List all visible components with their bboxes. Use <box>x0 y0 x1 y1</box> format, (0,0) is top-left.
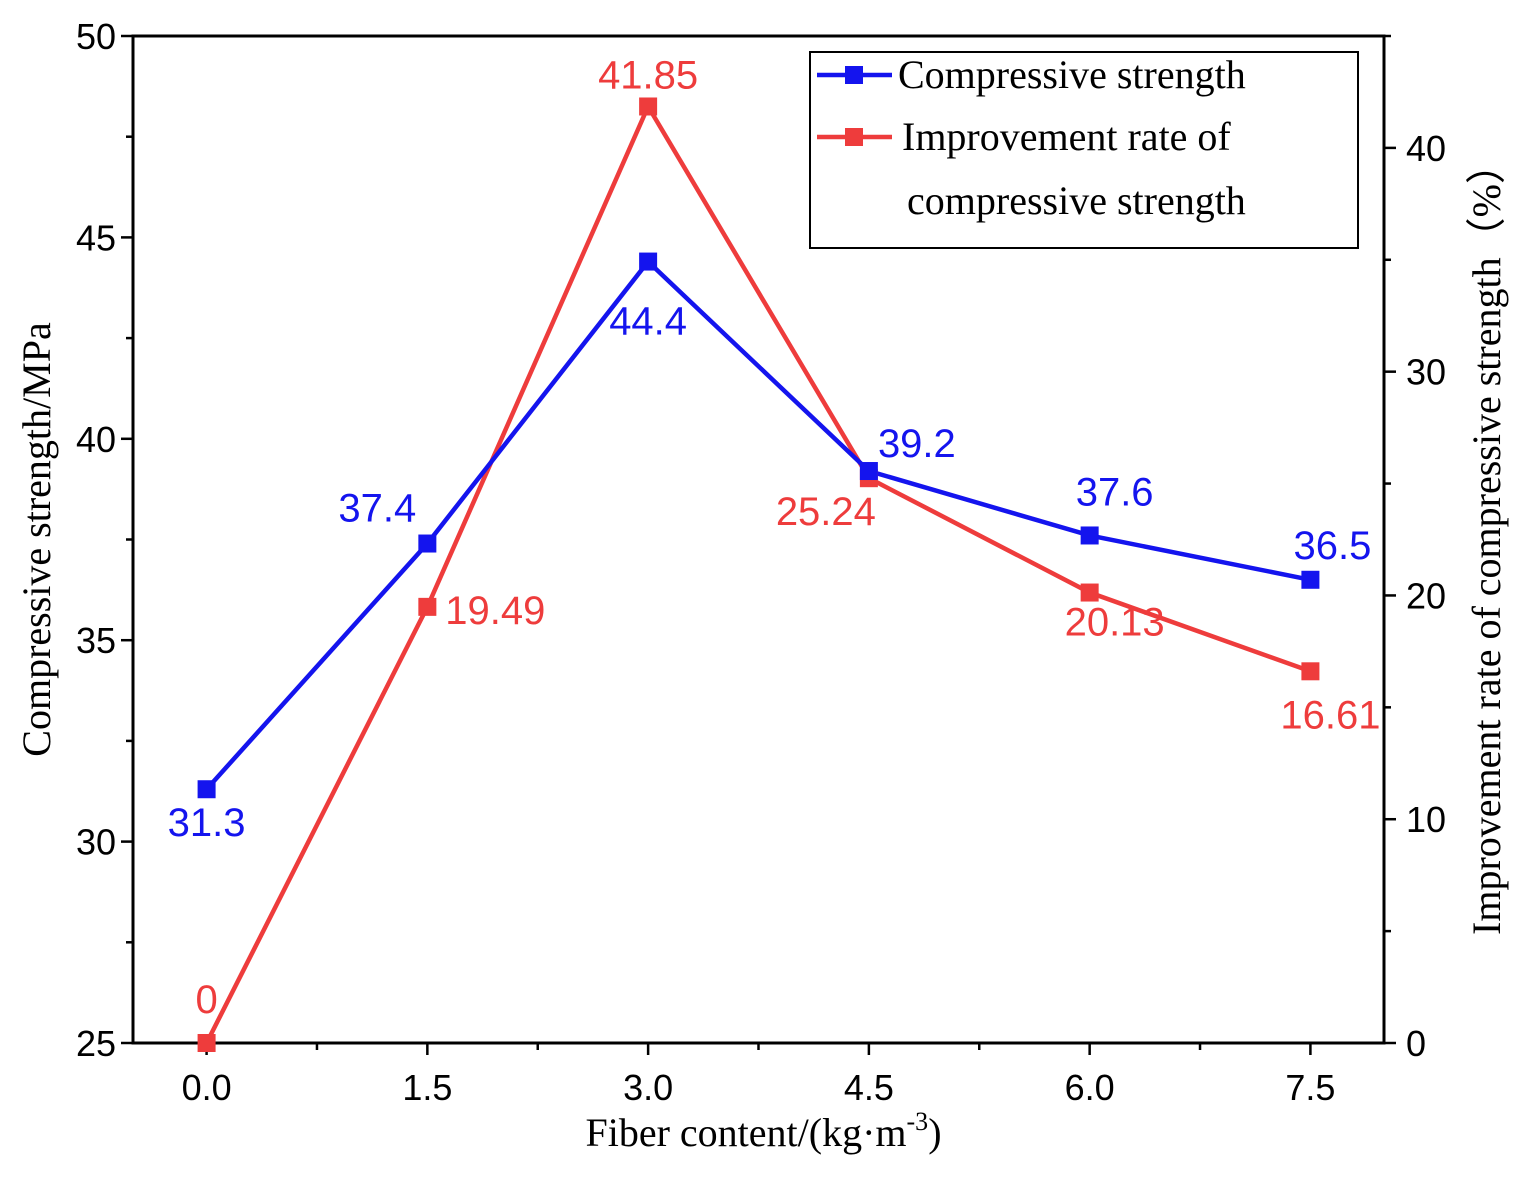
series-line <box>204 101 1312 1045</box>
y-right-tick-label: 30 <box>1406 352 1446 393</box>
data-point <box>1301 570 1320 589</box>
y-left-tick-label: 25 <box>76 1023 116 1064</box>
data-point <box>1080 526 1099 545</box>
y-left-tick-label: 30 <box>76 822 116 863</box>
x-tick-label: 6.0 <box>1065 1067 1115 1108</box>
x-tick-label: 4.5 <box>844 1067 894 1108</box>
y-left-axis-title: Compressive strength/MPa <box>14 322 59 757</box>
data-label: 41.85 <box>598 53 698 97</box>
y-right-tick-label: 20 <box>1406 575 1446 616</box>
x-tick-label: 1.5 <box>402 1067 452 1108</box>
data-label: 37.4 <box>338 487 416 531</box>
data-label: 44.4 <box>609 300 687 344</box>
x-tick-label: 0.0 <box>182 1067 232 1108</box>
data-point <box>1080 583 1099 602</box>
legend-label: Compressive strength <box>898 52 1246 97</box>
legend-label: compressive strength <box>907 178 1246 223</box>
y-right-tick-label: 40 <box>1406 128 1446 169</box>
y-left-tick-label: 35 <box>76 620 116 661</box>
data-label: 39.2 <box>878 422 956 466</box>
data-label: 37.6 <box>1076 470 1154 514</box>
data-label: 19.49 <box>445 589 545 633</box>
x-axis-title: Fiber content/(kg·m-3) <box>585 1107 941 1155</box>
data-point <box>418 597 437 616</box>
data-label: 25.24 <box>776 490 876 534</box>
data-point <box>418 534 437 553</box>
data-label: 20.13 <box>1065 601 1165 645</box>
data-point <box>859 462 878 481</box>
data-point <box>1301 662 1320 681</box>
y-left-tick-label: 50 <box>76 16 116 57</box>
data-point <box>197 780 216 799</box>
data-point <box>197 1034 216 1052</box>
x-tick-label: 3.0 <box>623 1067 673 1108</box>
y-left-tick-label: 40 <box>76 419 116 460</box>
data-label: 31.3 <box>168 801 246 845</box>
x-tick-label: 7.5 <box>1285 1067 1335 1108</box>
y-right-axis-title: Improvement rate of compressive strength… <box>1464 144 1509 935</box>
legend-marker <box>845 128 863 146</box>
legend-marker <box>845 66 863 84</box>
data-point <box>639 97 658 116</box>
data-label: 16.61 <box>1280 693 1380 737</box>
series-line <box>204 258 1311 791</box>
y-left-tick-label: 45 <box>76 217 116 258</box>
legend-box <box>809 51 1359 249</box>
y-right-tick-label: 10 <box>1406 799 1446 840</box>
data-label: 0 <box>195 978 217 1022</box>
data-point <box>639 252 658 271</box>
y-right-tick-label: 0 <box>1406 1023 1426 1064</box>
data-label: 36.5 <box>1293 524 1371 568</box>
legend-label: Improvement rate of <box>902 114 1231 159</box>
